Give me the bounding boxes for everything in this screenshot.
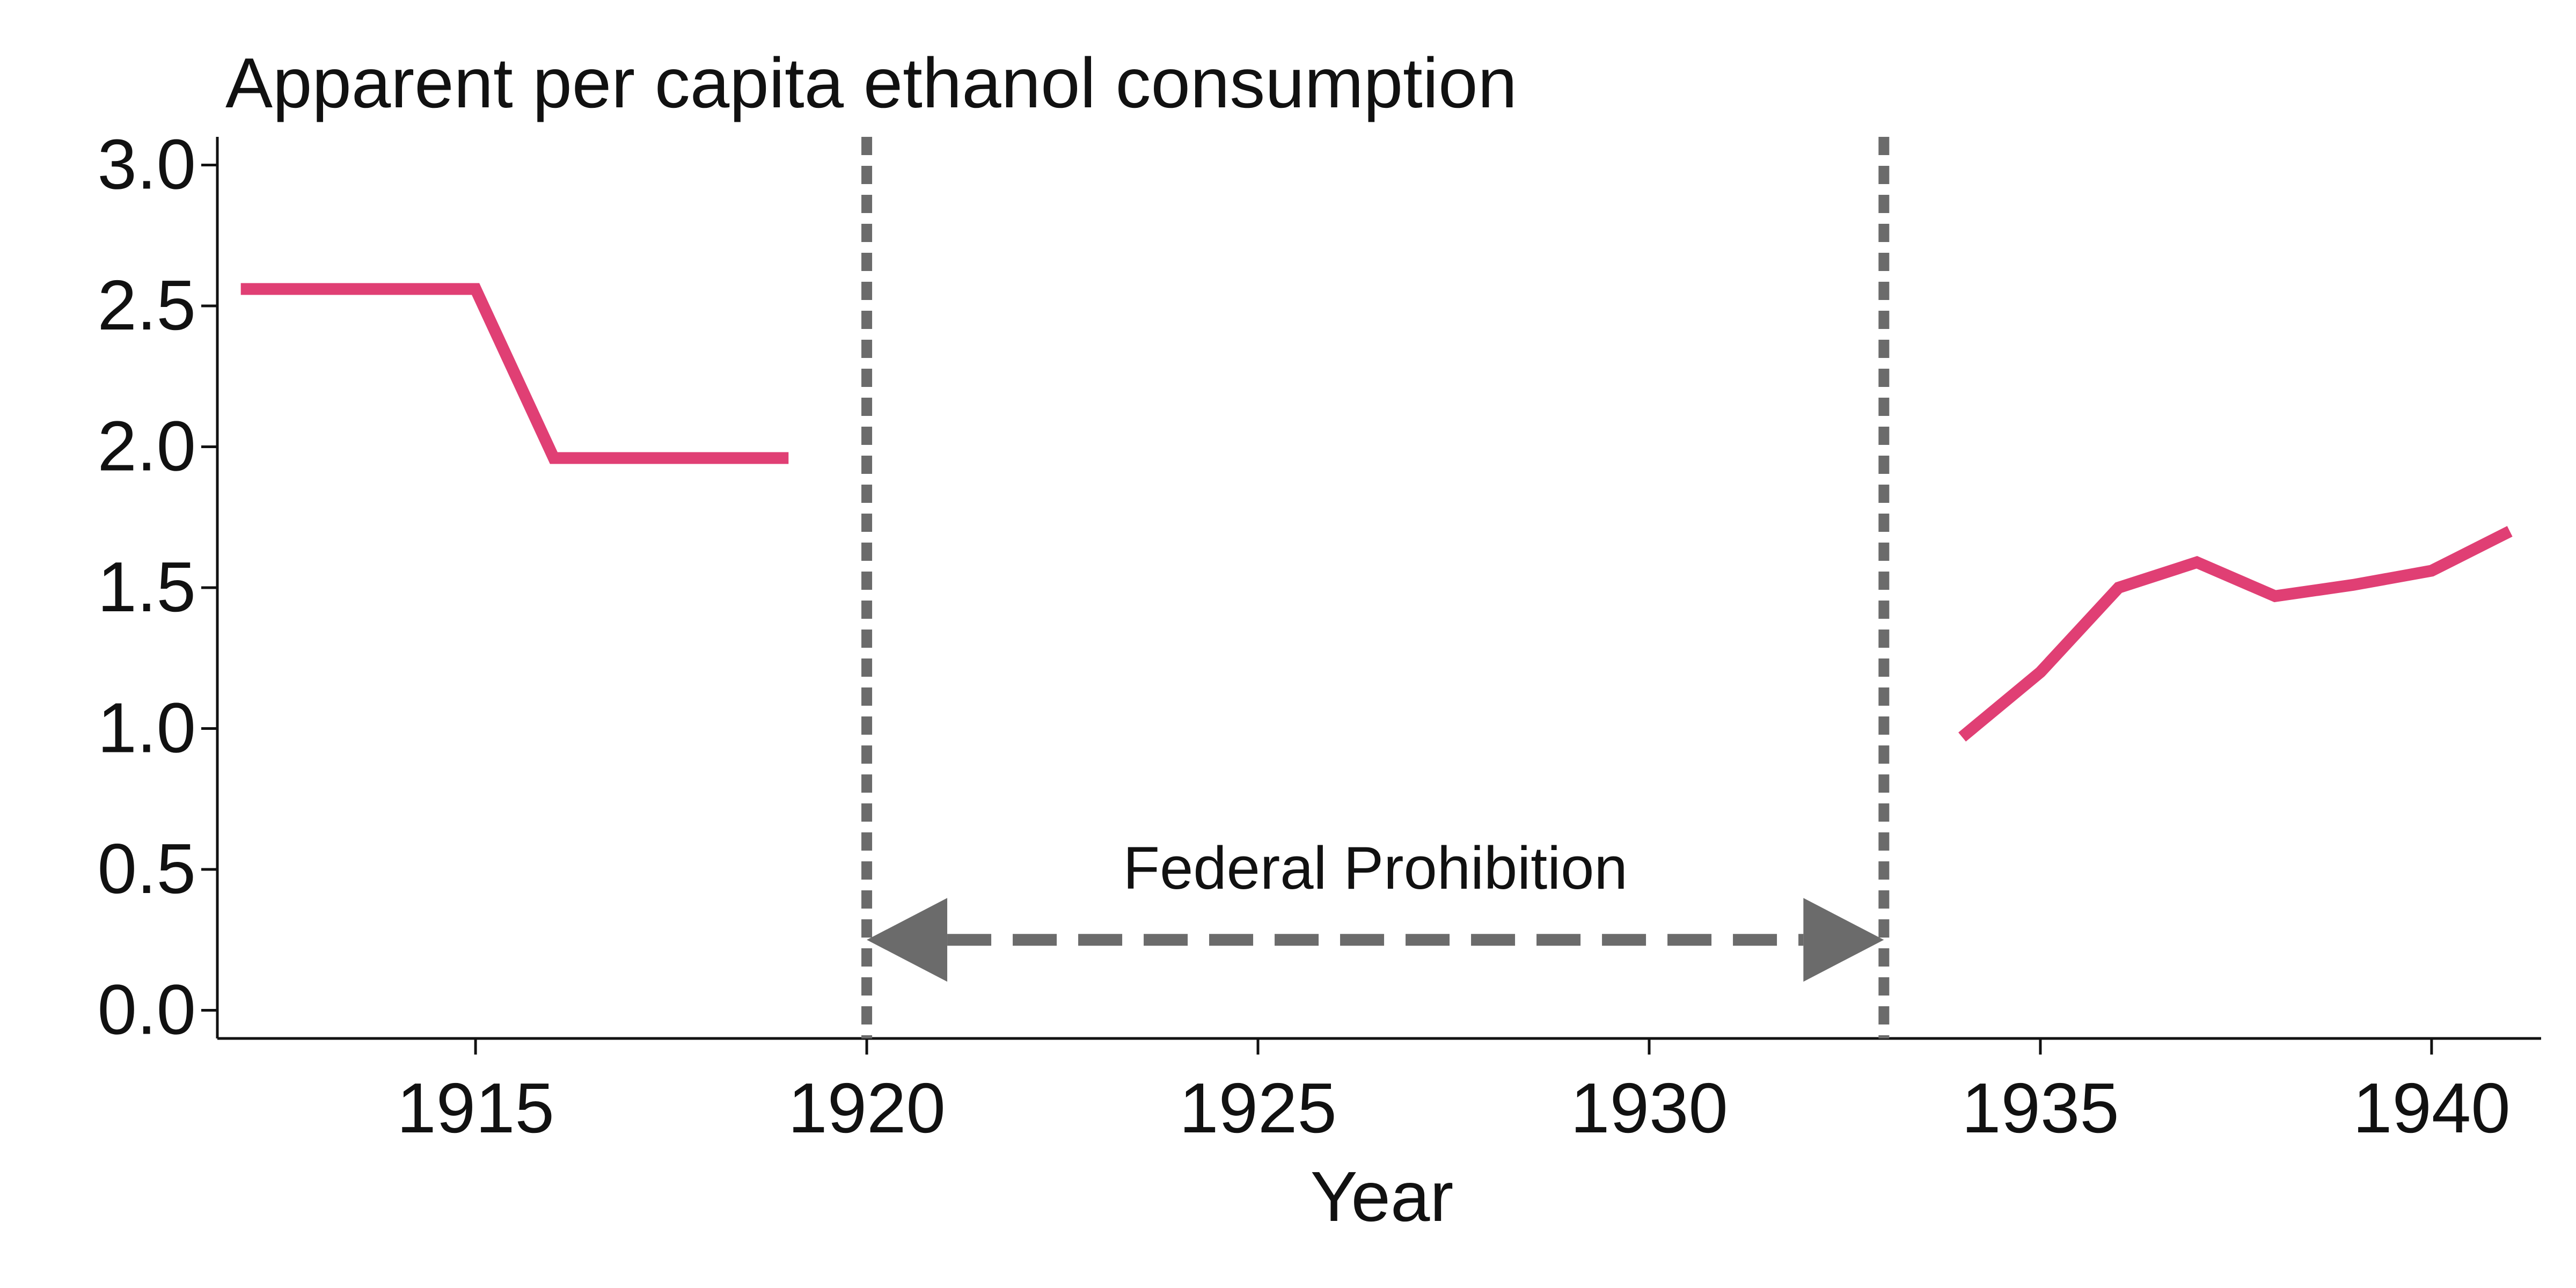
x-tick-label: 1920 [788, 1069, 946, 1147]
consumption-line-pre-prohibition [240, 283, 789, 464]
arrowhead-right [1803, 898, 1884, 982]
consumption-line-post-prohibition [1958, 526, 2513, 742]
arrowhead-left [867, 898, 948, 982]
x-tick-label: 1925 [1179, 1069, 1337, 1147]
y-tick-label: 2.5 [98, 266, 196, 345]
y-tick-label: 3.0 [98, 125, 196, 204]
plot-area: 0.0 0.5 1.0 1.5 2.0 2.5 3.0 1915 1920 1925 1930 193… [98, 125, 2541, 1147]
chart-title: Apparent per capita ethanol consumption [225, 43, 1517, 122]
y-tick-label: 1.5 [98, 547, 196, 626]
x-tick-label: 1935 [1962, 1069, 2119, 1147]
y-tick-label: 1.0 [98, 689, 196, 767]
x-axis-label: Year [1311, 1157, 1454, 1236]
y-tick-label: 0.0 [98, 970, 196, 1049]
x-tick-label: 1940 [2353, 1069, 2511, 1147]
annotation-federal-prohibition: Federal Prohibition [1123, 835, 1628, 902]
x-tick-label: 1930 [1570, 1069, 1728, 1147]
x-tick-label: 1915 [397, 1069, 554, 1147]
y-tick-label: 0.5 [98, 829, 196, 908]
y-tick-label: 2.0 [98, 407, 196, 486]
